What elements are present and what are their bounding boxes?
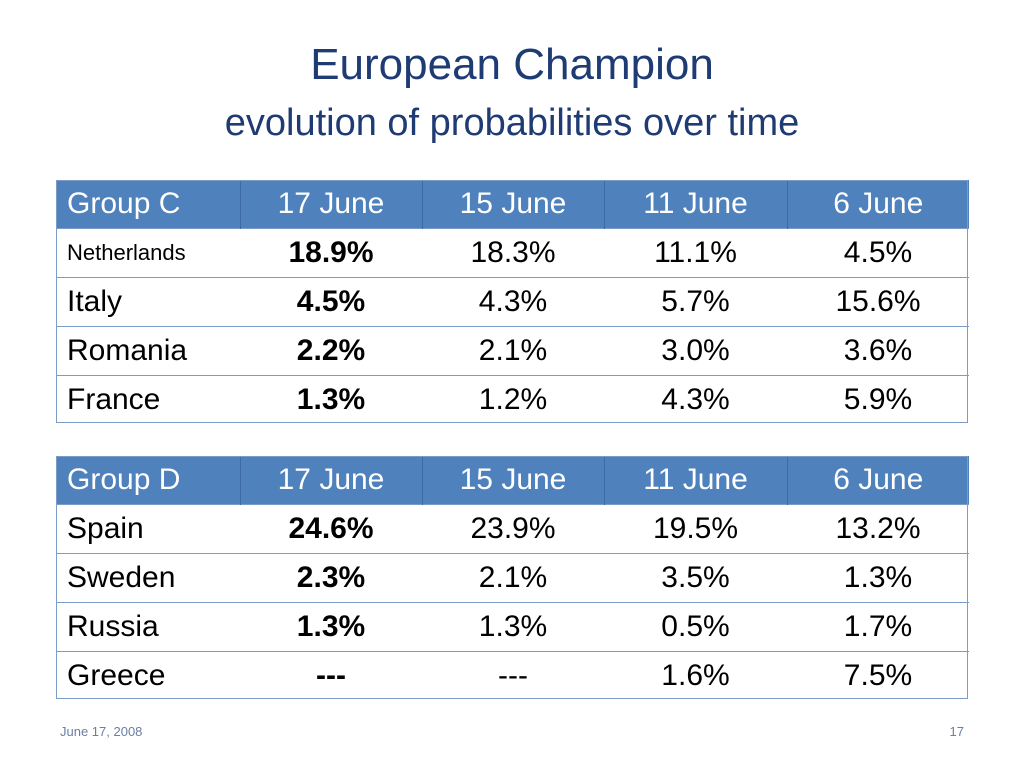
probability-cell: 18.9% bbox=[240, 228, 422, 278]
table-row: Romania 2.2% 2.1% 3.0% 3.6% bbox=[57, 326, 969, 376]
group-label: Group D bbox=[57, 456, 241, 505]
column-header: 6 June bbox=[787, 456, 969, 505]
probability-cell: 2.1% bbox=[422, 326, 604, 376]
team-name: Italy bbox=[57, 277, 240, 327]
probability-cell: 1.2% bbox=[422, 375, 604, 424]
probability-cell: 11.1% bbox=[604, 228, 787, 278]
group-d-table: Group D 17 June 15 June 11 June 6 June S… bbox=[57, 456, 969, 700]
probability-cell: 1.6% bbox=[604, 651, 787, 700]
probability-cell: 4.3% bbox=[604, 375, 787, 424]
group-label: Group C bbox=[57, 180, 241, 229]
table-row: Spain 24.6% 23.9% 19.5% 13.2% bbox=[57, 504, 969, 554]
footer-date: June 17, 2008 bbox=[60, 724, 143, 739]
table-row: Greece --- --- 1.6% 7.5% bbox=[57, 651, 969, 700]
probability-cell: 19.5% bbox=[604, 504, 787, 554]
team-name: France bbox=[57, 375, 240, 424]
column-header: 17 June bbox=[240, 180, 423, 229]
team-name: Greece bbox=[57, 651, 240, 700]
probability-cell: 2.3% bbox=[240, 553, 422, 603]
table-row: Netherlands 18.9% 18.3% 11.1% 4.5% bbox=[57, 228, 969, 278]
table-header-row: Group D 17 June 15 June 11 June 6 June bbox=[57, 456, 969, 505]
column-header: 11 June bbox=[604, 180, 788, 229]
probability-cell: 4.5% bbox=[240, 277, 422, 327]
probability-cell: 7.5% bbox=[787, 651, 969, 700]
probability-cell: 15.6% bbox=[787, 277, 969, 327]
probability-cell: 24.6% bbox=[240, 504, 422, 554]
probability-cell: 5.7% bbox=[604, 277, 787, 327]
slide-subtitle: evolution of probabilities over time bbox=[224, 102, 800, 144]
team-name: Sweden bbox=[57, 553, 240, 603]
slide-title-block: European Champion evolution of probabili… bbox=[0, 38, 1024, 148]
probability-cell: 2.1% bbox=[422, 553, 604, 603]
team-name: Spain bbox=[57, 504, 240, 554]
team-name: Netherlands bbox=[57, 228, 240, 278]
group-c-table: Group C 17 June 15 June 11 June 6 June N… bbox=[57, 180, 969, 424]
team-name: Russia bbox=[57, 602, 240, 652]
column-header: 15 June bbox=[422, 180, 605, 229]
probability-cell: 3.5% bbox=[604, 553, 787, 603]
table-row: Italy 4.5% 4.3% 5.7% 15.6% bbox=[57, 277, 969, 327]
probability-cell: 1.3% bbox=[240, 375, 422, 424]
probability-cell: --- bbox=[422, 651, 604, 700]
probability-cell: 0.5% bbox=[604, 602, 787, 652]
probability-cell: 5.9% bbox=[787, 375, 969, 424]
column-header: 15 June bbox=[422, 456, 605, 505]
column-header: 6 June bbox=[787, 180, 969, 229]
probability-cell: 1.3% bbox=[787, 553, 969, 603]
table-row: Russia 1.3% 1.3% 0.5% 1.7% bbox=[57, 602, 969, 652]
probability-cell: 1.7% bbox=[787, 602, 969, 652]
probability-cell: 4.3% bbox=[422, 277, 604, 327]
table-header-row: Group C 17 June 15 June 11 June 6 June bbox=[57, 180, 969, 229]
probability-cell: 13.2% bbox=[787, 504, 969, 554]
probability-cell: 2.2% bbox=[240, 326, 422, 376]
column-header: 11 June bbox=[604, 456, 788, 505]
table-row: Sweden 2.3% 2.1% 3.5% 1.3% bbox=[57, 553, 969, 603]
probability-cell: 4.5% bbox=[787, 228, 969, 278]
probability-cell: 1.3% bbox=[240, 602, 422, 652]
table-row: France 1.3% 1.2% 4.3% 5.9% bbox=[57, 375, 969, 424]
team-name: Romania bbox=[57, 326, 240, 376]
probability-cell: 23.9% bbox=[422, 504, 604, 554]
slide-title: European Champion bbox=[310, 40, 714, 89]
probability-cell: 18.3% bbox=[422, 228, 604, 278]
column-header: 17 June bbox=[240, 456, 423, 505]
probability-cell: 3.6% bbox=[787, 326, 969, 376]
probability-cell: 3.0% bbox=[604, 326, 787, 376]
probability-cell: --- bbox=[240, 651, 422, 700]
probability-cell: 1.3% bbox=[422, 602, 604, 652]
page-number: 17 bbox=[949, 724, 964, 739]
